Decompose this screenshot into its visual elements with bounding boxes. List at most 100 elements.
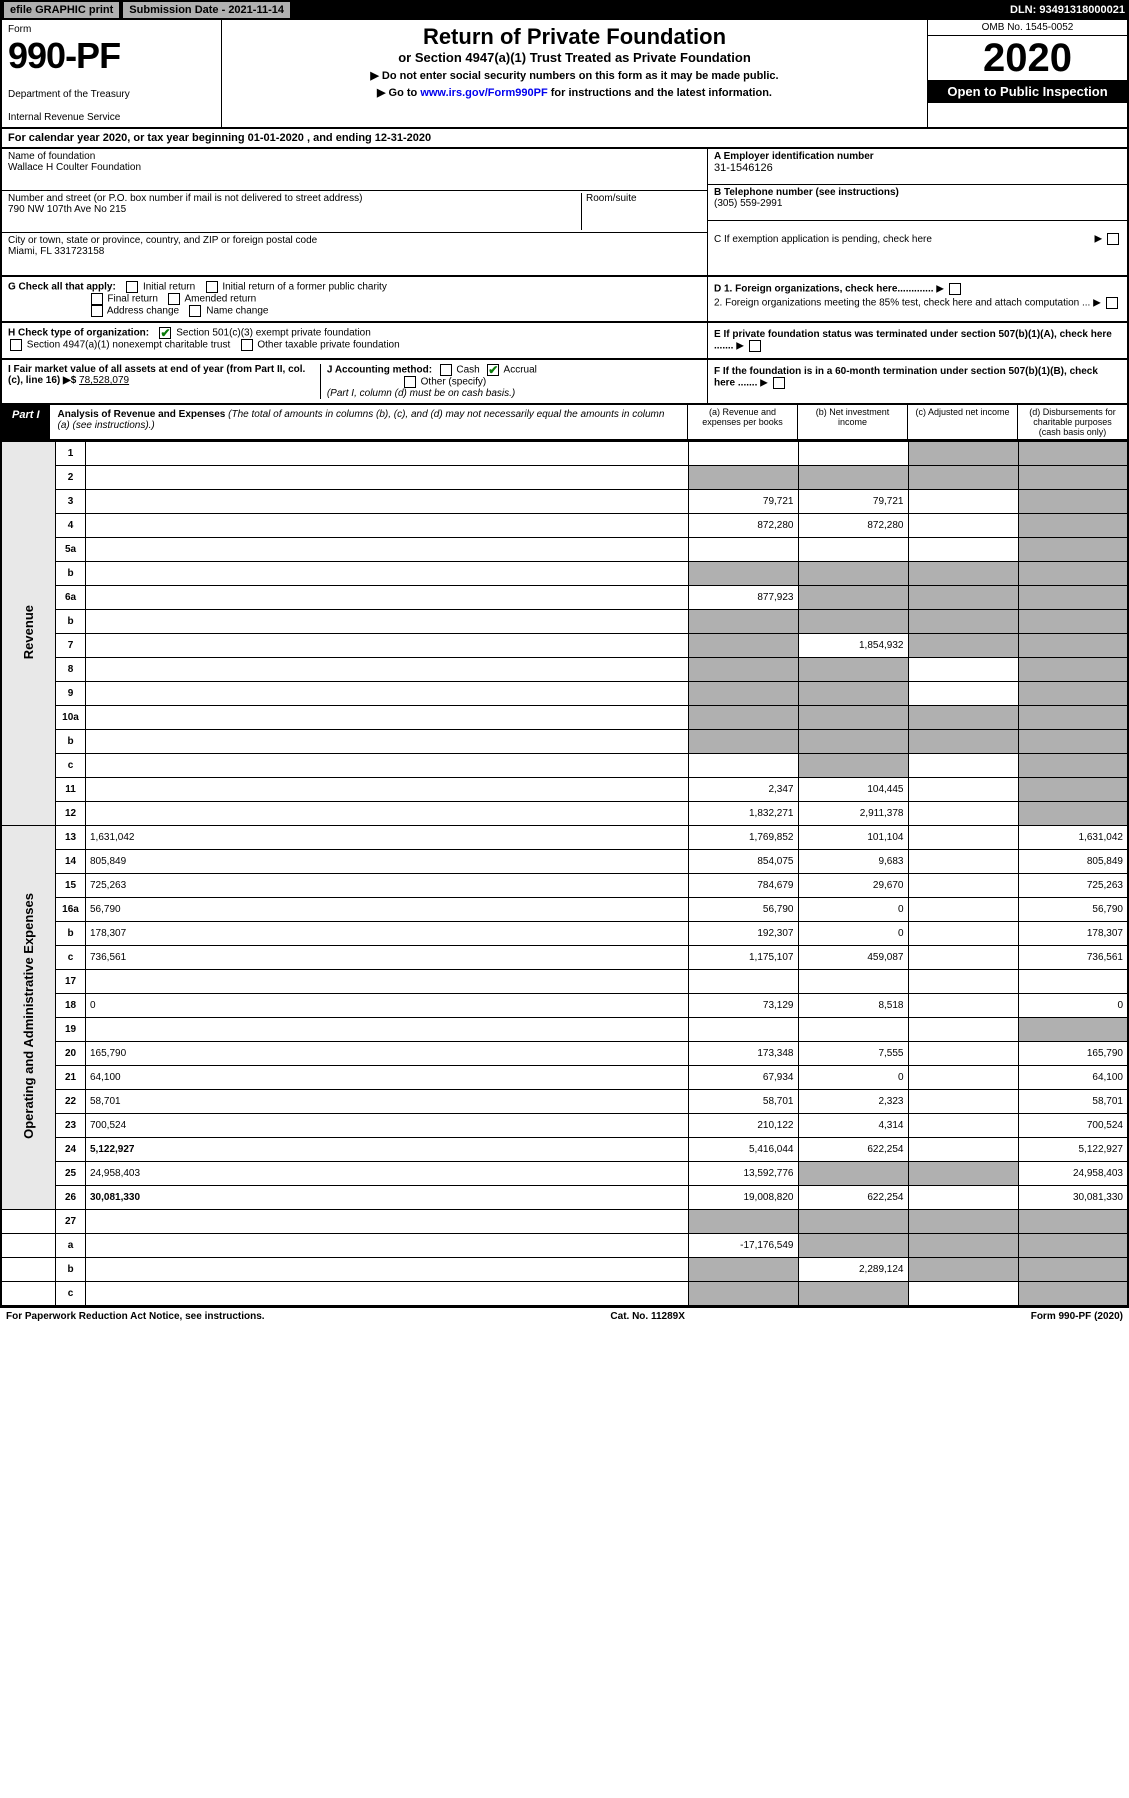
j-accrual-checkbox[interactable] — [487, 364, 499, 376]
amount-cell — [1018, 586, 1128, 610]
line-number: b — [56, 922, 86, 946]
line-description — [86, 1210, 689, 1234]
amount-cell: 178,307 — [1018, 922, 1128, 946]
city-label: City or town, state or province, country… — [8, 235, 701, 246]
submission-date: Submission Date - 2021-11-14 — [123, 2, 290, 18]
section-label: Operating and Administrative Expenses — [1, 826, 56, 1210]
amount-cell: 459,087 — [798, 946, 908, 970]
amount-cell: 165,790 — [1018, 1042, 1128, 1066]
table-row: 18073,1298,5180 — [1, 994, 1128, 1018]
line-number: 27 — [56, 1210, 86, 1234]
line-number: b — [56, 562, 86, 586]
amount-cell: 854,075 — [688, 850, 798, 874]
col-b-header: (b) Net investment income — [797, 405, 907, 439]
amount-cell — [688, 730, 798, 754]
g-amended-checkbox[interactable] — [168, 293, 180, 305]
amount-cell: 1,175,107 — [688, 946, 798, 970]
table-row: 19 — [1, 1018, 1128, 1042]
line-description — [86, 490, 689, 514]
irs-link[interactable]: www.irs.gov/Form990PF — [420, 87, 547, 99]
amount-cell — [798, 658, 908, 682]
calendar-year-line: For calendar year 2020, or tax year begi… — [0, 129, 1129, 149]
d1-checkbox[interactable] — [949, 283, 961, 295]
col-a-header: (a) Revenue and expenses per books — [687, 405, 797, 439]
instruction-1: ▶ Do not enter social security numbers o… — [230, 69, 919, 82]
g-final-return-checkbox[interactable] — [91, 293, 103, 305]
check-section-ij: I Fair market value of all assets at end… — [0, 360, 1129, 405]
table-row: 379,72179,721 — [1, 490, 1128, 514]
j-other-checkbox[interactable] — [404, 376, 416, 388]
amount-cell — [798, 1234, 908, 1258]
table-row: 17 — [1, 970, 1128, 994]
amount-cell — [798, 442, 908, 466]
line-description: 178,307 — [86, 922, 689, 946]
line-description — [86, 754, 689, 778]
d1-label: D 1. Foreign organizations, check here..… — [714, 284, 934, 295]
amount-cell — [798, 730, 908, 754]
amount-cell — [798, 538, 908, 562]
table-row: c736,5611,175,107459,087736,561 — [1, 946, 1128, 970]
amount-cell: 101,104 — [798, 826, 908, 850]
amount-cell — [1018, 442, 1128, 466]
line-description — [86, 658, 689, 682]
amount-cell — [1018, 1282, 1128, 1306]
amount-cell — [798, 682, 908, 706]
h-4947-checkbox[interactable] — [10, 339, 22, 351]
h-501c3-checkbox[interactable] — [159, 327, 171, 339]
d2-checkbox[interactable] — [1106, 297, 1118, 309]
table-row: 23700,524210,1224,314700,524 — [1, 1114, 1128, 1138]
check-section-g: G Check all that apply: Initial return I… — [0, 277, 1129, 323]
g-address-change-checkbox[interactable] — [91, 305, 103, 317]
g-name-change-checkbox[interactable] — [189, 305, 201, 317]
amount-cell: 79,721 — [688, 490, 798, 514]
line-number: 13 — [56, 826, 86, 850]
table-row: 2164,10067,934064,100 — [1, 1066, 1128, 1090]
amount-cell: 7,555 — [798, 1042, 908, 1066]
j-cash-checkbox[interactable] — [440, 364, 452, 376]
amount-cell: 30,081,330 — [1018, 1186, 1128, 1210]
line-description — [86, 586, 689, 610]
line-number: 4 — [56, 514, 86, 538]
line-number: 24 — [56, 1138, 86, 1162]
dept-treasury: Department of the Treasury — [8, 89, 215, 100]
amount-cell — [908, 850, 1018, 874]
exemption-checkbox[interactable] — [1107, 233, 1119, 245]
amount-cell — [1018, 658, 1128, 682]
amount-cell — [908, 826, 1018, 850]
line-description — [86, 1018, 689, 1042]
amount-cell — [1018, 610, 1128, 634]
amount-cell: 2,347 — [688, 778, 798, 802]
name-label: Name of foundation — [8, 151, 701, 162]
amount-cell: 1,832,271 — [688, 802, 798, 826]
amount-cell: 725,263 — [1018, 874, 1128, 898]
line-number: 3 — [56, 490, 86, 514]
line-description: 56,790 — [86, 898, 689, 922]
amount-cell: 622,254 — [798, 1186, 908, 1210]
line-description — [86, 1234, 689, 1258]
amount-cell: 622,254 — [798, 1138, 908, 1162]
spacer-cell — [1, 1258, 56, 1282]
f-checkbox[interactable] — [773, 377, 785, 389]
line-description: 736,561 — [86, 946, 689, 970]
footer-right: Form 990-PF (2020) — [1031, 1311, 1123, 1322]
table-row: 5a — [1, 538, 1128, 562]
amount-cell — [908, 682, 1018, 706]
g-initial-return-checkbox[interactable] — [126, 281, 138, 293]
amount-cell: 2,289,124 — [798, 1258, 908, 1282]
amount-cell — [688, 754, 798, 778]
amount-cell: 784,679 — [688, 874, 798, 898]
table-row: 2 — [1, 466, 1128, 490]
efile-button[interactable]: efile GRAPHIC print — [4, 2, 119, 18]
room-label: Room/suite — [581, 193, 701, 230]
fmv-value: 78,528,079 — [79, 375, 129, 386]
line-description — [86, 1258, 689, 1282]
e-checkbox[interactable] — [749, 340, 761, 352]
line-number: 15 — [56, 874, 86, 898]
amount-cell — [1018, 802, 1128, 826]
amount-cell — [908, 562, 1018, 586]
amount-cell — [688, 610, 798, 634]
amount-cell — [1018, 490, 1128, 514]
g-initial-former-checkbox[interactable] — [206, 281, 218, 293]
amount-cell: 4,314 — [798, 1114, 908, 1138]
h-other-taxable-checkbox[interactable] — [241, 339, 253, 351]
